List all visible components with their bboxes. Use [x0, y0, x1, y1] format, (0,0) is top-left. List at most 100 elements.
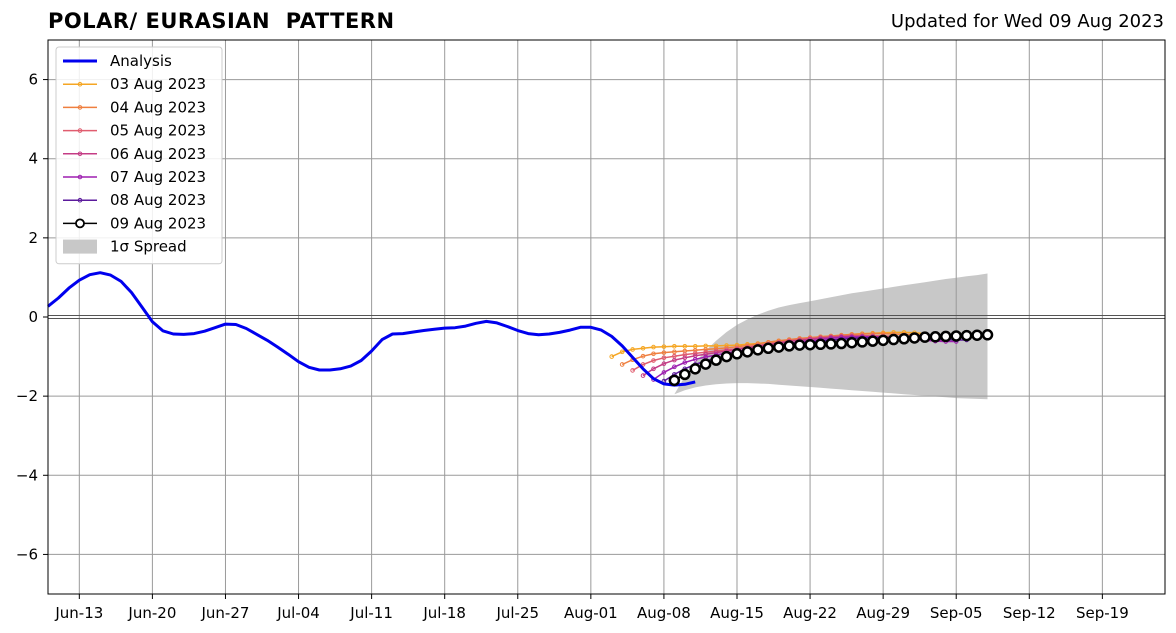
forecast-point — [640, 353, 646, 359]
forecast-point — [713, 343, 719, 349]
forecast-point — [619, 349, 625, 355]
x-tick-label: Jun-20 — [127, 604, 176, 622]
forecast-point — [692, 357, 698, 362]
x-tick-label: Aug-01 — [564, 604, 618, 622]
forecast-point — [661, 370, 667, 375]
latest-forecast-point — [783, 340, 795, 352]
forecast-point — [672, 357, 677, 363]
latest-forecast-point — [679, 368, 691, 381]
forecast-point — [661, 344, 667, 349]
forecast-point — [682, 355, 688, 361]
x-tick-label: Jun-27 — [200, 604, 249, 622]
forecast-point — [630, 368, 635, 373]
legend-label: 08 Aug 2023 — [110, 191, 206, 209]
x-tick-label: Sep-05 — [930, 604, 983, 622]
forecast-point — [630, 347, 635, 352]
latest-forecast-point — [908, 332, 921, 344]
x-tick-label: Aug-29 — [856, 604, 910, 622]
y-tick-label: −4 — [16, 466, 38, 484]
latest-forecast-point — [877, 334, 889, 347]
forecast-point — [640, 345, 646, 351]
legend-label: 09 Aug 2023 — [110, 214, 206, 232]
forecast-point — [651, 366, 656, 372]
forecast-point — [672, 364, 677, 370]
x-tick-label: Sep-12 — [1003, 604, 1056, 622]
y-tick-label: 4 — [28, 150, 38, 168]
forecast-point — [703, 347, 708, 352]
legend-marker — [77, 151, 83, 157]
latest-forecast-point — [825, 338, 837, 350]
tick-label-layer: Jun-13 Jun-20 Jun-27 Jul-04 Jul-11 Jul-18 Jul-… — [16, 71, 1129, 622]
latest-forecast-point — [919, 331, 931, 343]
latest-forecast-point — [846, 336, 858, 349]
latest-forecast-point — [898, 333, 910, 345]
latest-forecast-point — [741, 346, 754, 358]
forecast-point — [661, 355, 667, 361]
forecast-point — [640, 362, 646, 367]
x-tick-label: Jun-13 — [54, 604, 103, 622]
latest-forecast-point — [929, 331, 942, 343]
legend-marker — [77, 81, 83, 87]
legend-marker — [77, 174, 83, 180]
legend-label: 05 Aug 2023 — [110, 122, 206, 140]
forecast-point — [651, 351, 656, 357]
latest-forecast-point — [710, 354, 722, 366]
y-tick-label: 6 — [28, 71, 38, 89]
x-tick-label: Jul-04 — [276, 604, 320, 622]
x-tick-label: Aug-22 — [783, 604, 837, 622]
latest-forecast-point — [814, 338, 827, 351]
legend-label: 04 Aug 2023 — [110, 98, 206, 116]
y-tick-label: 2 — [28, 229, 38, 247]
forecast-point — [672, 343, 677, 349]
zero-line-layer — [48, 315, 1165, 319]
latest-forecast-point — [866, 335, 879, 347]
legend-spread-swatch — [63, 239, 97, 254]
legend-box — [55, 46, 223, 265]
forecast-point — [661, 350, 667, 355]
latest-forecast-point — [699, 358, 712, 370]
latest-forecast-point — [762, 342, 775, 355]
y-tick-label: 0 — [28, 308, 38, 326]
forecast-point — [661, 361, 667, 366]
x-tick-label: Jul-25 — [495, 604, 539, 622]
forecast-point — [682, 360, 688, 365]
chart-title: POLAR/ EURASIAN PATTERN — [48, 9, 395, 33]
x-tick-label: Jul-11 — [349, 604, 393, 622]
latest-forecast-point — [981, 329, 994, 341]
latest-forecast-point — [720, 350, 733, 363]
forecast-point — [651, 344, 656, 350]
latest-forecast-point — [793, 339, 806, 351]
forecast-point — [651, 358, 656, 363]
latest-forecast-point — [887, 333, 900, 346]
y-tick-label: −2 — [16, 387, 38, 405]
latest-forecast-point — [804, 338, 816, 351]
x-tick-label: Sep-19 — [1076, 604, 1129, 622]
forecast-point — [640, 373, 646, 378]
latest-forecast-point — [940, 330, 952, 343]
latest-forecast-point — [731, 348, 743, 360]
latest-forecast-point — [835, 337, 848, 350]
latest-forecast-point — [971, 329, 983, 341]
chart-subtitle: Updated for Wed 09 Aug 2023 — [890, 11, 1164, 32]
latest-forecast-point — [856, 336, 869, 348]
y-tick-label: −6 — [16, 545, 38, 563]
latest-forecast-point — [752, 344, 764, 356]
legend-label: 1σ Spread — [110, 238, 187, 256]
analysis-line — [47, 271, 696, 387]
legend-label: Analysis — [110, 52, 172, 70]
grid-layer — [48, 40, 1165, 594]
forecast-point — [682, 343, 688, 349]
legend-label: 03 Aug 2023 — [110, 75, 206, 93]
forecast-point — [609, 354, 615, 359]
x-tick-label: Jul-18 — [422, 604, 466, 622]
latest-forecast-point — [950, 330, 962, 342]
latest-forecast-point — [772, 341, 785, 353]
legend-label: 06 Aug 2023 — [110, 145, 206, 163]
legend-marker — [75, 218, 85, 229]
latest-forecast-point — [668, 374, 681, 387]
x-tick-label: Aug-08 — [637, 604, 691, 622]
forecast-point — [619, 362, 625, 367]
latest-forecast-point — [689, 363, 701, 375]
forecast-point — [672, 349, 677, 355]
